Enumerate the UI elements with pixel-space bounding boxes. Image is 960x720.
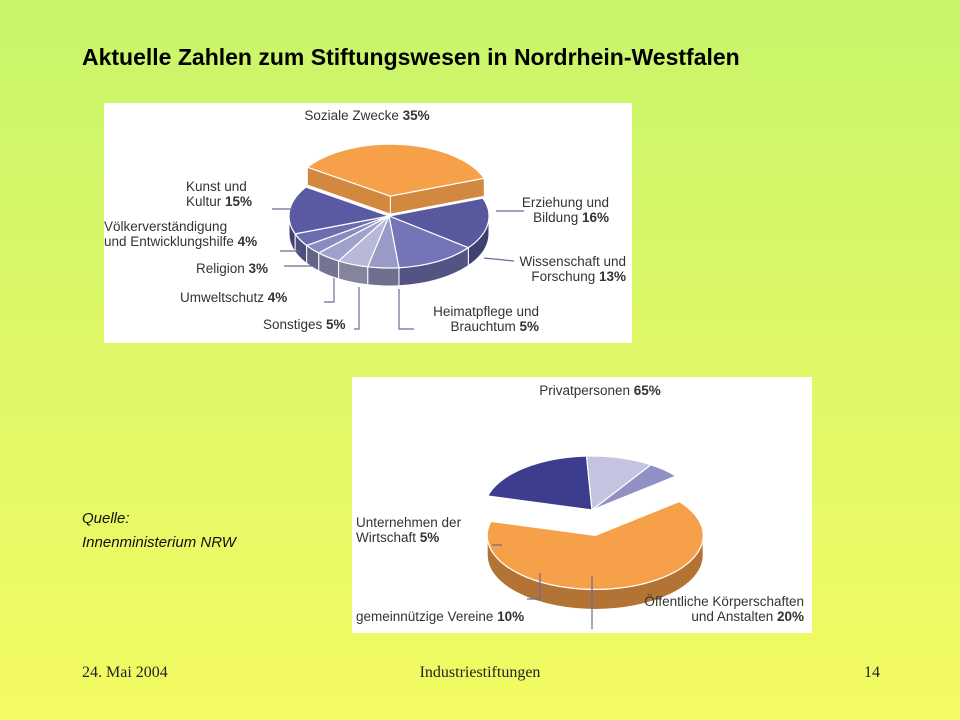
svg-text:Kultur 15%: Kultur 15% — [186, 194, 252, 209]
pie-slice-kunst-und-kultur — [288, 186, 392, 254]
source-name: Innenministerium NRW — [82, 534, 236, 551]
svg-text:Religion 3%: Religion 3% — [196, 261, 268, 276]
svg-text:Erziehung und: Erziehung und — [522, 195, 609, 210]
svg-text:Sonstiges 5%: Sonstiges 5% — [263, 317, 346, 332]
svg-text:Öffentliche Körperschaften: Öffentliche Körperschaften — [644, 594, 804, 609]
pie-slice-erziehung-und-bildung — [386, 197, 490, 267]
pie-label-religion: Religion 3% — [196, 261, 316, 276]
pie-slice-soziale-zwecke — [306, 143, 486, 215]
svg-text:Brauchtum 5%: Brauchtum 5% — [450, 319, 539, 334]
svg-text:Umweltschutz 4%: Umweltschutz 4% — [180, 290, 287, 305]
source-label: Quelle: — [82, 510, 130, 527]
pie-label-privatpersonen: Privatpersonen 65% — [539, 383, 661, 398]
svg-text:Unternehmen der: Unternehmen der — [356, 515, 462, 530]
footer-page-number: 14 — [864, 664, 880, 681]
chart-panel-purposes: Soziale Zwecke 35% Erziehung und Bildung 1… — [104, 103, 632, 343]
svg-text:und Anstalten 20%: und Anstalten 20% — [691, 609, 804, 624]
footer-date: 24. Mai 2004 — [82, 664, 168, 681]
pie-slice-unternehmen-der-wirtschaft — [591, 464, 678, 511]
svg-text:Bildung 16%: Bildung 16% — [533, 210, 609, 225]
source-note: Quelle: Innenministerium NRW — [82, 507, 236, 555]
svg-text:Wirtschaft 5%: Wirtschaft 5% — [356, 530, 439, 545]
svg-text:gemeinnützige Vereine 10%: gemeinnützige Vereine 10% — [356, 609, 524, 624]
pie-slice-privatpersonen — [486, 500, 704, 610]
svg-text:und Entwicklungshilfe 4%: und Entwicklungshilfe 4% — [104, 234, 257, 249]
svg-text:Privatpersonen 65%: Privatpersonen 65% — [539, 383, 661, 398]
pie-slice-wissenschaft-und-forschung — [388, 215, 470, 287]
chart-panel-founders: Privatpersonen 65% Öffentliche Körperscha… — [352, 377, 812, 633]
pie-label-soziale-zwecke: Soziale Zwecke 35% — [304, 108, 429, 123]
svg-text:Soziale Zwecke 35%: Soziale Zwecke 35% — [304, 108, 429, 123]
pie-label-sonstiges: Sonstiges 5% — [263, 287, 360, 332]
footer-title: Industriestiftungen — [419, 664, 541, 681]
svg-text:Kunst und: Kunst und — [186, 179, 247, 194]
pie-slice-offentliche-korperschaften-und-anstalten — [486, 455, 593, 511]
pie-chart-founders: Privatpersonen 65% Öffentliche Körperscha… — [356, 383, 804, 629]
pie-label-umweltschutz: Umweltschutz 4% — [180, 278, 335, 305]
svg-text:Heimatpflege und: Heimatpflege und — [433, 304, 539, 319]
svg-text:Wissenschaft und: Wissenschaft und — [519, 254, 626, 269]
slide-title: Aktuelle Zahlen zum Stiftungswesen in No… — [82, 44, 740, 70]
pie-label-gemeinnutzige-vereine: gemeinnützige Vereine 10% — [356, 573, 541, 624]
svg-text:Forschung 13%: Forschung 13% — [531, 269, 626, 284]
svg-text:Völkerverständigung: Völkerverständigung — [104, 219, 227, 234]
